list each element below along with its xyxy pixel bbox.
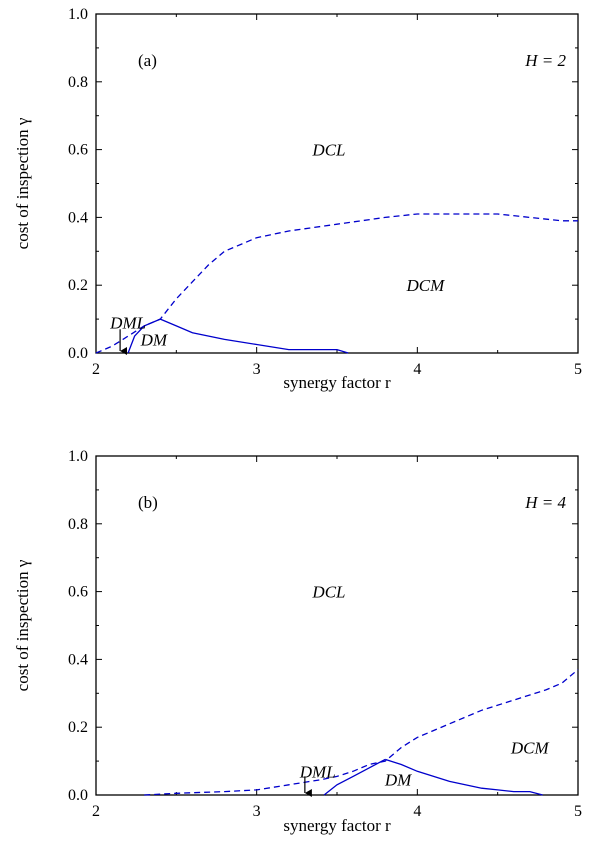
x-tick-label: 4 bbox=[413, 361, 421, 378]
y-axis-label: cost of inspection γ bbox=[13, 559, 32, 691]
chart-panel-1: 2 3 4 5 0.0 0.2 0.4 0.6 0.8 1.0 synergy factor r co… bbox=[13, 6, 582, 392]
x-tick-label: 3 bbox=[253, 361, 261, 378]
region-label-dm: DM bbox=[140, 330, 168, 349]
chart-panel-2: 2 3 4 5 0.0 0.2 0.4 0.6 0.8 1.0 synergy factor r co… bbox=[13, 448, 582, 835]
panel-label: (b) bbox=[138, 493, 158, 512]
x-axis-label: synergy factor r bbox=[283, 373, 391, 392]
y-tick-label: 1.0 bbox=[68, 6, 88, 23]
region-label-dcm: DCM bbox=[510, 739, 550, 758]
y-tick-label: 0.6 bbox=[68, 142, 88, 159]
parameter-label: H = 4 bbox=[524, 493, 566, 512]
plot-frame bbox=[95, 13, 579, 354]
y-tick-label: 1.0 bbox=[68, 448, 88, 465]
y-tick-label: 0.0 bbox=[68, 787, 88, 804]
x-tick-label: 5 bbox=[574, 803, 582, 820]
region-label-dm: DM bbox=[384, 771, 412, 790]
x-tick-label: 4 bbox=[413, 803, 421, 820]
y-tick-label: 0.2 bbox=[68, 277, 88, 294]
x-tick-label: 2 bbox=[92, 361, 100, 378]
y-tick-label: 0.4 bbox=[68, 651, 88, 668]
dashed-boundary-line bbox=[95, 213, 578, 354]
y-tick-label: 0.6 bbox=[68, 584, 88, 601]
solid-boundary-line bbox=[323, 758, 386, 796]
panel-label: (a) bbox=[138, 51, 157, 70]
x-axis-label: synergy factor r bbox=[283, 816, 391, 835]
region-label-dcl: DCL bbox=[311, 583, 345, 602]
y-tick-label: 0.2 bbox=[68, 719, 88, 736]
y-tick-label: 0.4 bbox=[68, 209, 88, 226]
y-axis-label: cost of inspection γ bbox=[13, 117, 32, 249]
region-label-dcl: DCL bbox=[311, 141, 345, 160]
x-tick-label: 2 bbox=[92, 803, 100, 820]
parameter-label: H = 2 bbox=[524, 51, 566, 70]
solid-boundary-line bbox=[385, 758, 543, 796]
solid-boundary-line bbox=[160, 318, 349, 354]
y-tick-label: 0.8 bbox=[68, 74, 88, 91]
region-label-dcm: DCM bbox=[405, 276, 445, 295]
x-tick-label: 5 bbox=[574, 361, 582, 378]
solid-boundary-line bbox=[127, 318, 161, 354]
y-tick-label: 0.8 bbox=[68, 516, 88, 533]
x-tick-label: 3 bbox=[253, 803, 261, 820]
region-label-dml: DML bbox=[109, 313, 146, 332]
y-tick-label: 0.0 bbox=[68, 345, 88, 362]
dashed-boundary-line bbox=[144, 669, 579, 796]
region-label-dml: DML bbox=[299, 762, 336, 781]
plot-frame bbox=[95, 455, 579, 796]
